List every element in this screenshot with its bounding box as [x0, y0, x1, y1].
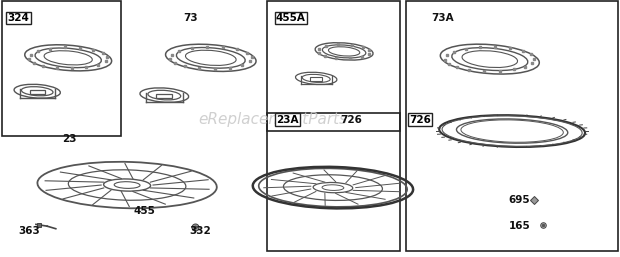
Text: 23A: 23A: [276, 115, 298, 124]
Text: 73A: 73A: [431, 13, 453, 23]
Bar: [267, 113, 400, 251]
Text: 23: 23: [62, 134, 76, 144]
Text: 455A: 455A: [276, 13, 306, 23]
Bar: [30, 90, 45, 94]
Bar: [267, 1, 400, 131]
Text: 332: 332: [189, 226, 211, 236]
Text: 363: 363: [19, 226, 40, 236]
Text: 165: 165: [508, 221, 530, 231]
Text: 726: 726: [340, 115, 361, 124]
Bar: [156, 94, 172, 98]
Bar: [310, 77, 322, 81]
Text: 73: 73: [183, 13, 198, 23]
Text: 695: 695: [508, 196, 530, 205]
Bar: [2, 1, 121, 136]
Text: 726: 726: [409, 115, 431, 124]
Text: 324: 324: [7, 13, 29, 23]
Text: eReplacementParts: eReplacementParts: [198, 112, 347, 127]
Bar: [406, 1, 618, 251]
Text: 455: 455: [133, 206, 155, 216]
